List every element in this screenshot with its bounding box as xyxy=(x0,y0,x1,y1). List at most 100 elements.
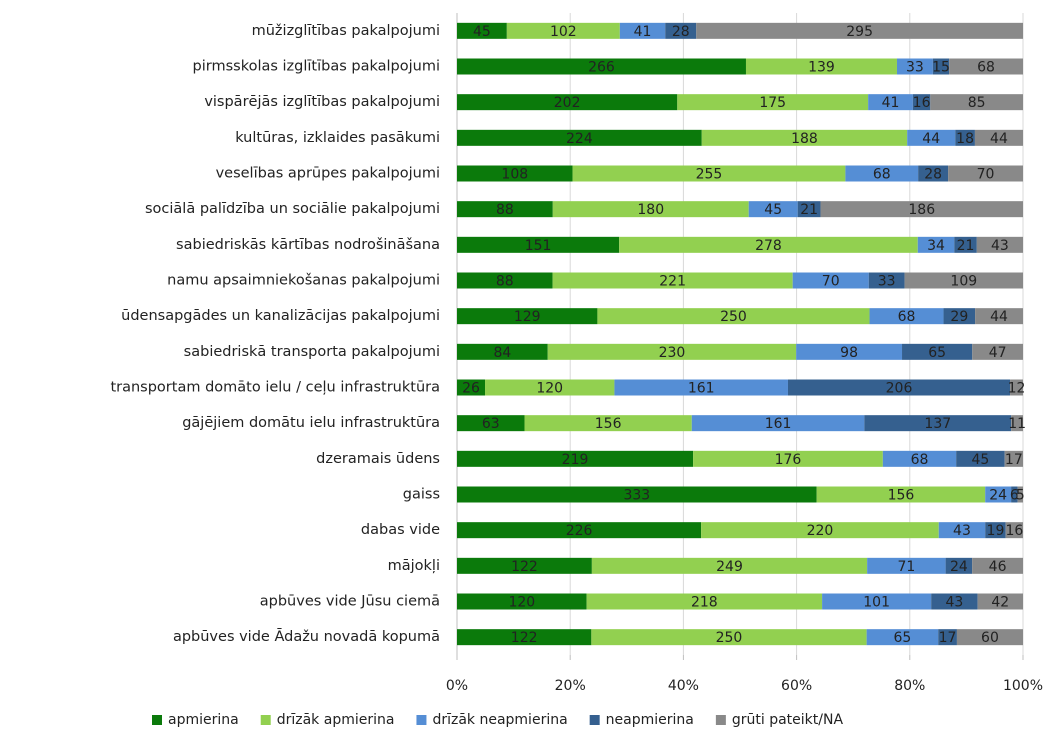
data-label: 17 xyxy=(939,630,957,646)
data-label: 16 xyxy=(1005,523,1023,539)
data-label: 70 xyxy=(822,274,840,290)
bar-segment xyxy=(896,58,933,75)
data-label: 71 xyxy=(897,559,915,575)
bar-segment xyxy=(1011,486,1018,503)
data-label: 108 xyxy=(501,167,528,183)
data-label: 129 xyxy=(514,309,541,325)
bar-segment xyxy=(457,522,702,539)
category-label: apbūves vide Ādažu novadā kopumā xyxy=(173,628,440,645)
data-label: 88 xyxy=(496,202,514,218)
data-label: 34 xyxy=(927,238,945,254)
bar-segment xyxy=(954,236,977,253)
data-label: 156 xyxy=(595,416,622,432)
data-label: 221 xyxy=(659,274,686,290)
bar-segment xyxy=(748,201,798,218)
data-label: 109 xyxy=(950,274,977,290)
bar-segment xyxy=(547,343,797,360)
bar-segment xyxy=(457,272,553,289)
data-label: 45 xyxy=(473,24,491,40)
data-label: 175 xyxy=(759,95,786,111)
bar-segment xyxy=(975,308,1023,325)
data-label: 206 xyxy=(886,381,913,397)
data-label: 12 xyxy=(1008,381,1026,397)
bar-segment xyxy=(918,165,949,182)
bar-segment xyxy=(938,629,957,646)
legend-swatch xyxy=(416,715,427,725)
bar-segment xyxy=(948,165,1023,182)
data-label: 266 xyxy=(588,60,615,76)
category-label: ūdensapgādes un kanalizācijas pakalpojum… xyxy=(121,308,440,324)
x-tick-label: 20% xyxy=(555,678,586,694)
bar-segment xyxy=(985,486,1012,503)
data-label: 120 xyxy=(508,595,535,611)
data-label: 224 xyxy=(566,131,593,147)
data-label: 218 xyxy=(691,595,718,611)
data-label: 17 xyxy=(1005,452,1023,468)
bar-segment xyxy=(972,343,1023,360)
category-label: kultūras, izklaides pasākumi xyxy=(235,130,440,146)
bar-segment xyxy=(868,272,905,289)
bar-segment xyxy=(506,22,620,39)
bar-segment xyxy=(882,450,957,467)
data-label: 46 xyxy=(989,559,1007,575)
bar-segment xyxy=(796,343,903,360)
bar-segment xyxy=(1004,450,1023,467)
bar-segment xyxy=(457,308,598,325)
bar-segment xyxy=(1005,522,1023,539)
x-tick-label: 60% xyxy=(781,678,812,694)
bar-segment xyxy=(457,629,592,646)
bar-segment xyxy=(955,129,975,146)
legend-swatch xyxy=(260,715,271,725)
legend-label: drīzāk apmierina xyxy=(277,712,395,728)
bar-segment xyxy=(1011,415,1023,432)
bar-segment xyxy=(457,165,573,182)
bar-segment xyxy=(956,629,1023,646)
bar-segment xyxy=(457,22,507,39)
legend-label: drīzāk neapmierina xyxy=(432,712,567,728)
bar-segment xyxy=(457,557,592,574)
bar-segment xyxy=(524,415,692,432)
data-label: 255 xyxy=(696,167,723,183)
bar-segment xyxy=(457,450,694,467)
data-label: 333 xyxy=(623,488,650,504)
bar-segment xyxy=(614,379,788,396)
bar-segment xyxy=(457,236,620,253)
data-label: 28 xyxy=(924,167,942,183)
data-label: 156 xyxy=(888,488,915,504)
bar-segment xyxy=(457,486,817,503)
x-tick-label: 40% xyxy=(668,678,699,694)
data-label: 21 xyxy=(957,238,975,254)
data-label: 137 xyxy=(924,416,951,432)
bar-segment xyxy=(677,94,869,111)
bar-segment xyxy=(932,58,950,75)
data-label: 120 xyxy=(536,381,563,397)
bar-segment xyxy=(976,236,1023,253)
bar-segment xyxy=(457,201,553,218)
data-label: 180 xyxy=(637,202,664,218)
bar-segment xyxy=(845,165,919,182)
data-label: 220 xyxy=(807,523,834,539)
category-label: gājējiem domātu ielu infrastruktūra xyxy=(182,415,440,431)
bar-segment xyxy=(974,129,1023,146)
bar-segment xyxy=(619,22,666,39)
bar-segment xyxy=(930,94,1023,111)
data-label: 250 xyxy=(720,309,747,325)
data-label: 60 xyxy=(981,630,999,646)
data-label: 68 xyxy=(898,309,916,325)
bar-segment xyxy=(457,415,525,432)
data-label: 19 xyxy=(987,523,1005,539)
data-label: 41 xyxy=(882,95,900,111)
bar-segment xyxy=(931,593,978,610)
category-label: sabiedriskā transporta pakalpojumi xyxy=(184,344,440,360)
bar-segment xyxy=(552,201,749,218)
category-label: sabiedriskās kārtības nodrošināšana xyxy=(176,237,440,253)
bar-segment xyxy=(866,629,939,646)
data-label: 151 xyxy=(525,238,552,254)
bar-segment xyxy=(867,557,946,574)
bar-segment xyxy=(956,450,1005,467)
bar-segment xyxy=(457,593,587,610)
category-label: mājokļi xyxy=(388,558,440,574)
category-label: mūžizglītības pakalpojumi xyxy=(252,23,440,39)
bar-segment xyxy=(792,272,869,289)
data-label: 68 xyxy=(911,452,929,468)
